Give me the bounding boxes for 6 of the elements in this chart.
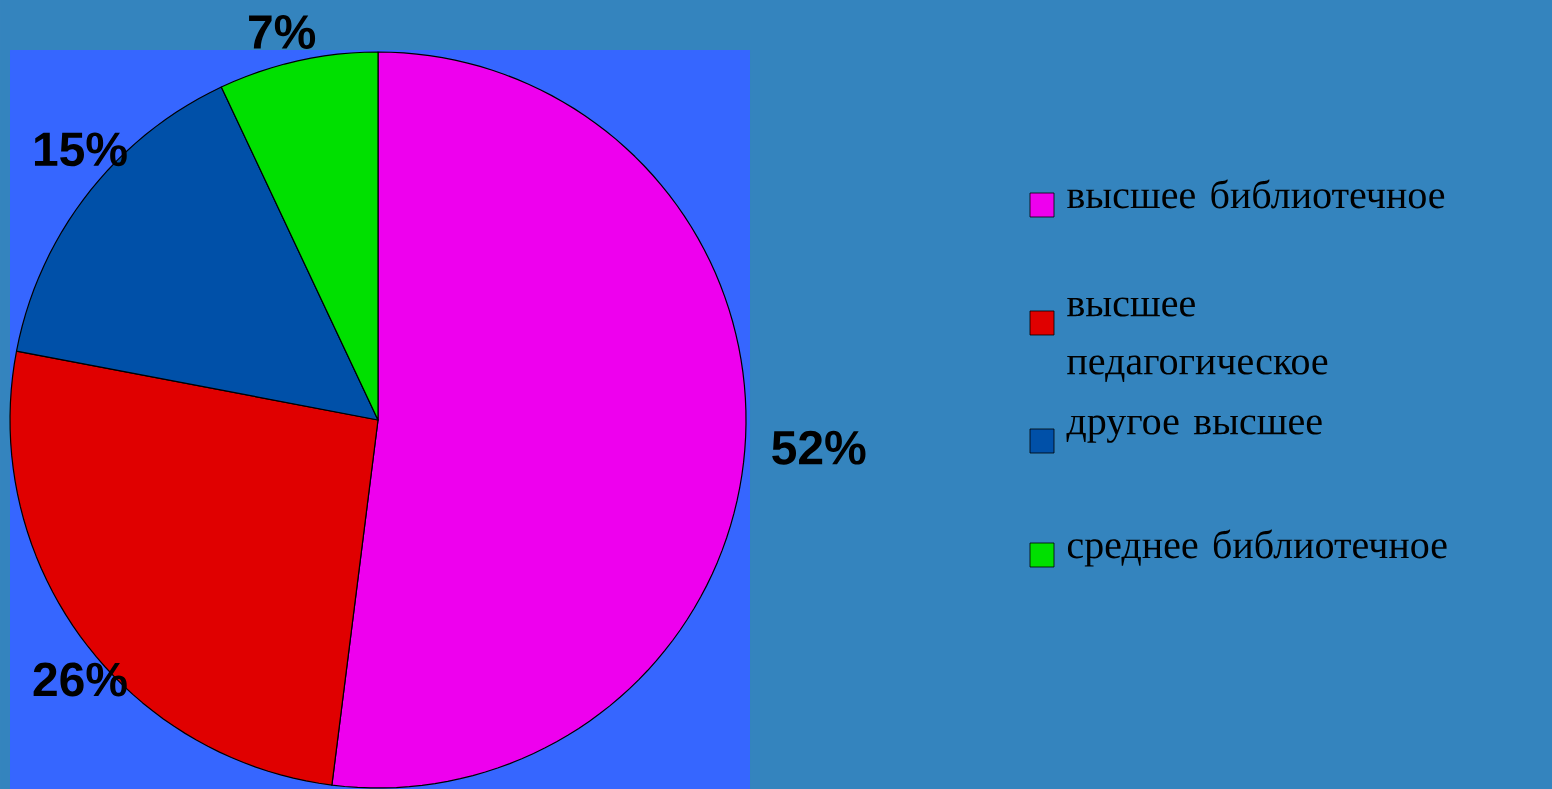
data-label: 15% (34, 132, 127, 167)
legend-label: среднее библиотечное (1067, 529, 1447, 567)
legend-label: высшее библиотечное (1067, 179, 1445, 209)
data-label: 52% (772, 430, 866, 465)
data-label: 7% (249, 15, 316, 49)
legend-label: другое высшее (1066, 415, 1322, 443)
